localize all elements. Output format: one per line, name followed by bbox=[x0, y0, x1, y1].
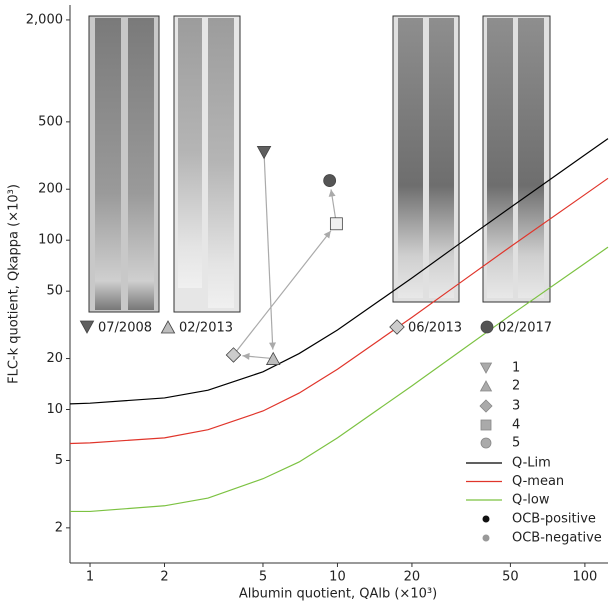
y-tick-label: 5 bbox=[55, 453, 63, 468]
y-tick-label: 500 bbox=[38, 114, 63, 129]
reference-line bbox=[69, 177, 609, 445]
x-tick-label: 2 bbox=[160, 570, 168, 585]
trajectory-arrowhead bbox=[269, 342, 276, 350]
gel-marker bbox=[480, 320, 494, 334]
legend-marker bbox=[480, 437, 492, 449]
legend-marker bbox=[482, 515, 490, 523]
legend-label: 1 bbox=[512, 361, 520, 376]
data-point bbox=[265, 351, 281, 365]
legend-label: Q-low bbox=[512, 493, 550, 508]
x-tick-label: 20 bbox=[404, 570, 421, 585]
legend-label: 3 bbox=[512, 399, 520, 414]
x-tick-label: 10 bbox=[329, 570, 346, 585]
trajectory bbox=[233, 230, 332, 356]
y-tick-label: 200 bbox=[38, 182, 63, 197]
y-tick-label: 100 bbox=[38, 233, 63, 248]
legend-marker bbox=[479, 380, 493, 392]
legend-marker bbox=[482, 534, 490, 542]
legend-label: OCB-negative bbox=[512, 531, 602, 546]
y-tick-label: 10 bbox=[46, 402, 63, 417]
gel-label: 06/2013 bbox=[408, 321, 462, 336]
gel-label: 07/2008 bbox=[98, 321, 152, 336]
x-tick-label: 100 bbox=[572, 570, 597, 585]
y-axis-label: FLC-k quotient, Qkappa (×10³) bbox=[7, 184, 22, 384]
legend-marker bbox=[479, 399, 493, 413]
legend-label: 4 bbox=[512, 418, 520, 433]
reference-line bbox=[69, 138, 609, 405]
legend-marker bbox=[479, 362, 493, 374]
legend-label: Q-Lim bbox=[512, 456, 551, 471]
legend-marker bbox=[480, 419, 492, 431]
y-tick-label: 50 bbox=[46, 284, 63, 299]
gel-marker bbox=[160, 320, 176, 334]
gel-marker bbox=[389, 319, 405, 335]
y-tick-label: 20 bbox=[46, 351, 63, 366]
trajectory bbox=[263, 152, 274, 350]
x-tick-label: 1 bbox=[86, 570, 94, 585]
reference-line bbox=[70, 246, 609, 513]
trajectory-arrowhead bbox=[242, 352, 250, 360]
x-axis-label: Albumin quotient, QAlb (×10³) bbox=[239, 587, 437, 601]
legend-label: 2 bbox=[512, 379, 520, 394]
x-tick-label: 5 bbox=[259, 570, 267, 585]
legend-label: OCB-positive bbox=[512, 512, 596, 527]
trajectory-arrowhead bbox=[328, 189, 336, 197]
x-tick-label: 50 bbox=[502, 570, 519, 585]
data-point bbox=[323, 174, 337, 187]
gel-label: 02/2013 bbox=[179, 321, 233, 336]
gel-images bbox=[88, 15, 551, 313]
y-tick-label: 2,000 bbox=[26, 12, 63, 27]
gel-label: 02/2017 bbox=[498, 321, 552, 336]
trajectory-arrowhead bbox=[323, 230, 331, 239]
y-tick-label: 2 bbox=[55, 520, 63, 535]
data-point bbox=[256, 146, 272, 160]
data-point bbox=[225, 347, 242, 363]
legend-label: 5 bbox=[512, 436, 520, 451]
legend-label: Q-mean bbox=[512, 474, 564, 489]
data-point bbox=[329, 217, 343, 231]
gel-marker bbox=[79, 320, 95, 334]
